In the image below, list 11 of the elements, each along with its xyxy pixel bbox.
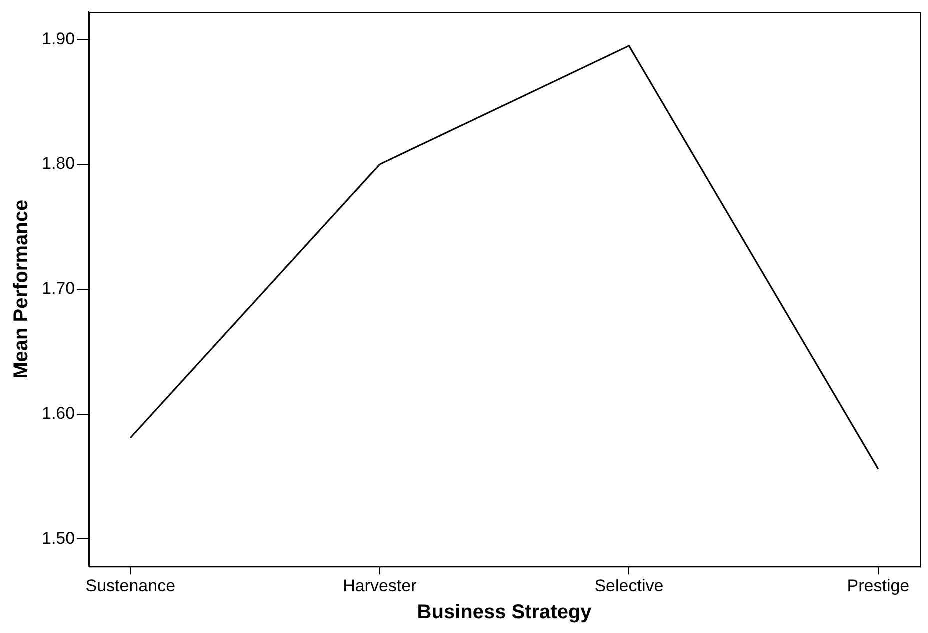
x-tick-label: Selective <box>594 576 664 596</box>
y-tick-label: 1.60 <box>42 404 76 423</box>
x-tick-label: Sustenance <box>86 576 176 596</box>
y-tick-label: 1.50 <box>42 528 76 548</box>
y-tick-label: 1.80 <box>42 154 76 174</box>
x-axis-title: Business Strategy <box>417 602 593 624</box>
y-axis-title: Mean Performance <box>10 200 33 379</box>
x-tick-label: Harvester <box>343 576 418 596</box>
y-tick-label: 1.70 <box>42 279 76 298</box>
y-tick-label: 1.90 <box>42 29 76 48</box>
x-tick-label: Prestige <box>847 576 910 596</box>
